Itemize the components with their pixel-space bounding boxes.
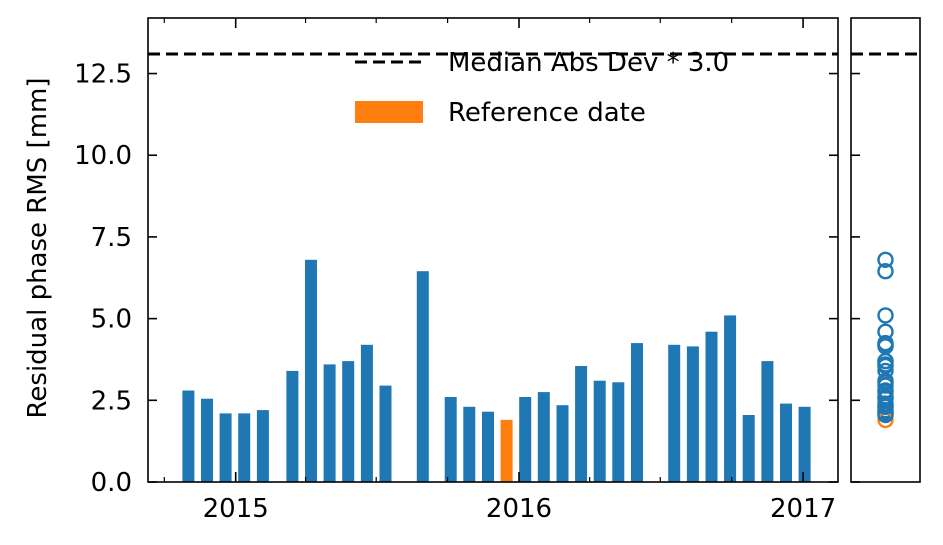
bar-8 (342, 361, 355, 482)
side-distribution-panel (850, 17, 921, 483)
bar-29 (780, 403, 792, 482)
reference-bar (500, 419, 513, 482)
bar-1 (201, 398, 213, 482)
y-axis-label: Residual phase RMS [mm] (23, 78, 53, 419)
bar-11 (416, 271, 429, 482)
x-tick-label-0: 2015 (203, 494, 269, 524)
bar-20 (593, 380, 606, 482)
bar-9 (360, 344, 373, 482)
side-point-26 (877, 307, 894, 324)
legend: Median Abs Dev * 3.0 Reference date (355, 48, 729, 128)
legend-reference-label: Reference date (448, 98, 646, 128)
y-tick-label-4: 10.0 (74, 141, 132, 171)
bar-26 (724, 315, 737, 482)
side-point-6 (877, 251, 894, 268)
bar-12 (444, 397, 457, 482)
side-axes-frame (850, 17, 921, 483)
bar-4 (256, 410, 269, 482)
bar-16 (519, 397, 532, 482)
side-point-25 (877, 323, 894, 340)
bar-27 (742, 415, 755, 482)
bar-17 (537, 392, 550, 482)
bar-30 (798, 406, 811, 482)
x-tick-label-2: 2017 (770, 494, 836, 524)
bar-25 (705, 331, 718, 482)
y-tick-label-5: 12.5 (74, 60, 132, 90)
bar-13 (463, 406, 476, 482)
bar-5 (286, 370, 299, 482)
bar-22 (631, 343, 643, 482)
bar-24 (686, 346, 699, 482)
bar-18 (556, 405, 569, 482)
bar-14 (482, 411, 494, 482)
bar-28 (761, 361, 774, 482)
y-tick-label-1: 2.5 (91, 386, 132, 416)
bar-21 (612, 382, 625, 482)
bar-6 (305, 259, 317, 482)
legend-reference-swatch (355, 101, 423, 123)
side-point-21 (877, 374, 894, 391)
bar-19 (575, 366, 588, 482)
side-point-27 (877, 406, 894, 424)
y-tick-label-3: 7.5 (91, 223, 132, 253)
x-tick-label-1: 2016 (486, 494, 552, 524)
y-tick-label-0: 0.0 (91, 468, 132, 498)
main-plot-panel: Median Abs Dev * 3.0 Reference date 0.0 2.5… (74, 17, 839, 524)
bar-23 (668, 344, 681, 482)
side-point-30 (877, 398, 894, 415)
bar-7 (323, 364, 336, 482)
bar-2 (219, 413, 232, 482)
side-point-11 (877, 263, 894, 280)
bar-0 (182, 390, 195, 482)
bar-10 (379, 385, 392, 482)
legend-threshold-label: Median Abs Dev * 3.0 (448, 48, 729, 78)
bar-3 (238, 413, 251, 482)
main-axes-frame (147, 17, 839, 483)
side-point-28 (877, 352, 894, 370)
y-tick-label-2: 5.0 (91, 305, 132, 335)
